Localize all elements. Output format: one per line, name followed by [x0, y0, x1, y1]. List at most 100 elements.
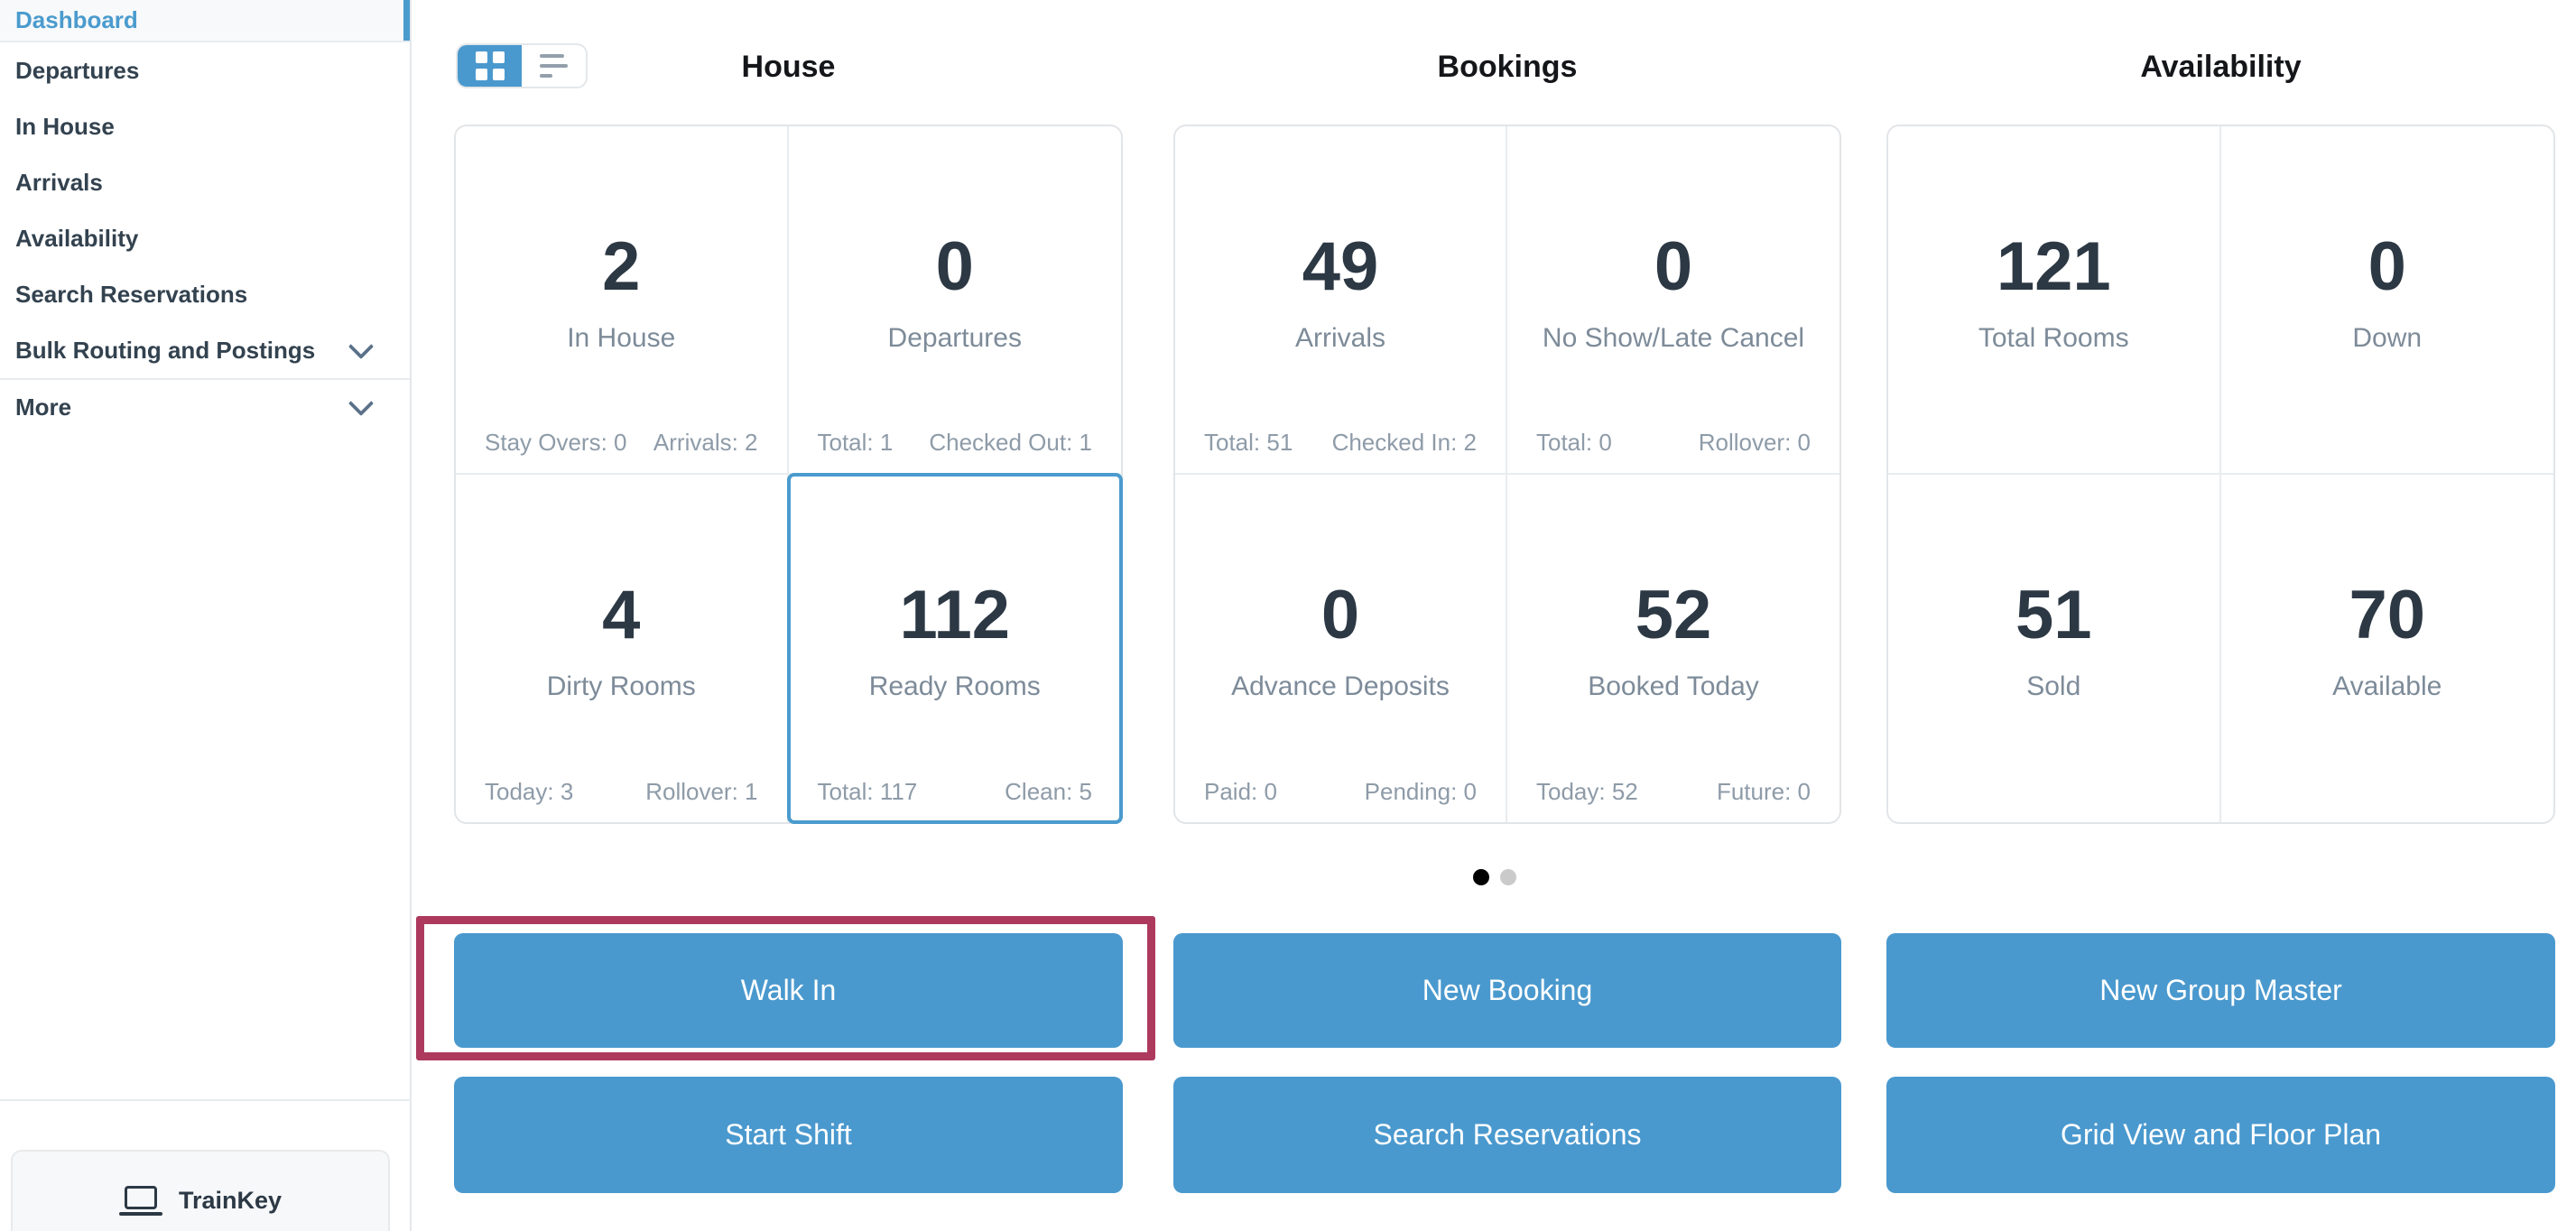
sidebar-item-search-reservations[interactable]: Search Reservations — [0, 266, 410, 322]
card-stat-right: Arrivals: 2 — [653, 428, 758, 456]
sidebar-item-bulk-routing-and-postings[interactable]: Bulk Routing and Postings — [0, 322, 410, 378]
sidebar-item-label: Bulk Routing and Postings — [15, 336, 316, 364]
start-shift-button[interactable]: Start Shift — [454, 1077, 1123, 1193]
chevron-down-icon — [347, 390, 375, 417]
card-label: Booked Today — [1588, 671, 1759, 701]
sidebar-item-departures[interactable]: Departures — [0, 42, 410, 98]
walk-in-button[interactable]: Walk In — [454, 933, 1123, 1048]
grid-view-button[interactable] — [458, 45, 522, 87]
card-label: Ready Rooms — [868, 671, 1041, 701]
card-value: 0 — [1320, 576, 1360, 653]
card-advance-deposits[interactable]: 0 Advance Deposits Paid: 0 Pending: 0 — [1175, 474, 1507, 822]
sidebar-item-dashboard[interactable]: Dashboard — [0, 0, 410, 42]
sidebar-item-availability[interactable]: Availability — [0, 210, 410, 266]
card-stat-right: Checked In: 2 — [1331, 428, 1477, 456]
card-footer: Stay Overs: 0 Arrivals: 2 — [485, 429, 758, 457]
card-stat-left: Total: 1 — [817, 428, 894, 456]
card-stat-right: Checked Out: 1 — [929, 428, 1092, 456]
card-label: Arrivals — [1294, 323, 1385, 353]
card-booked-today[interactable]: 52 Booked Today Today: 52 Future: 0 — [1507, 475, 1839, 823]
card-sold[interactable]: 51 Sold — [1888, 474, 2221, 822]
sidebar-item-more[interactable]: More — [0, 378, 410, 434]
card-stat-left: Stay Overs: 0 — [485, 428, 627, 456]
card-value: 112 — [899, 576, 1011, 653]
card-label: No Show/Late Cancel — [1542, 323, 1805, 353]
card-stat-right: Clean: 5 — [1005, 778, 1092, 805]
sidebar-item-label: Dashboard — [15, 6, 138, 33]
chevron-down-icon — [347, 333, 375, 360]
card-value: 4 — [602, 576, 641, 653]
sidebar: Dashboard Departures In House Arrivals A… — [0, 0, 412, 1231]
card-value: 121 — [1996, 228, 2111, 305]
card-departures[interactable]: 0 Departures Total: 1 Checked Out: 1 — [788, 126, 1121, 475]
card-stat-right: Rollover: 1 — [645, 778, 758, 805]
card-value: 2 — [602, 228, 641, 305]
card-value: 52 — [1635, 576, 1712, 653]
card-footer: Today: 3 Rollover: 1 — [485, 778, 758, 806]
card-label: Down — [2352, 323, 2423, 353]
card-label: Departures — [887, 323, 1022, 353]
card-stat-right: Pending: 0 — [1364, 778, 1477, 805]
laptop-icon — [118, 1185, 162, 1216]
card-stat-right: Rollover: 0 — [1698, 428, 1811, 456]
card-in-house[interactable]: 2 In House Stay Overs: 0 Arrivals: 2 — [456, 126, 789, 475]
card-stat-right: Future: 0 — [1716, 778, 1811, 805]
card-footer: Total: 117 Clean: 5 — [818, 778, 1093, 806]
card-footer: Total: 0 Rollover: 0 — [1536, 429, 1811, 457]
carousel-dots — [1473, 869, 1516, 885]
sidebar-item-label: More — [15, 393, 72, 421]
card-value: 0 — [935, 228, 974, 305]
card-label: Dirty Rooms — [546, 671, 696, 701]
card-total-rooms[interactable]: 121 Total Rooms — [1888, 126, 2221, 475]
card-stat-left: Today: 3 — [485, 778, 574, 805]
sidebar-item-label: In House — [15, 112, 115, 140]
sidebar-item-label: Departures — [15, 56, 140, 84]
carousel-dot-active[interactable] — [1473, 869, 1489, 885]
sidebar-item-arrivals[interactable]: Arrivals — [0, 154, 410, 210]
card-value: 49 — [1302, 228, 1379, 305]
card-stat-left: Today: 52 — [1536, 778, 1638, 805]
grid-view-icon — [475, 51, 505, 80]
section-title-availability: Availability — [2140, 50, 2302, 84]
trainkey-label: TrainKey — [178, 1186, 283, 1214]
section-title-bookings: Bookings — [1437, 50, 1578, 84]
new-group-master-button[interactable]: New Group Master — [1886, 933, 2555, 1048]
card-arrivals[interactable]: 49 Arrivals Total: 51 Checked In: 2 — [1175, 126, 1507, 475]
trainkey-button[interactable]: TrainKey — [11, 1150, 390, 1231]
card-no-show-late-cancel[interactable]: 0 No Show/Late Cancel Total: 0 Rollover:… — [1507, 126, 1839, 475]
card-footer: Total: 51 Checked In: 2 — [1204, 429, 1477, 457]
card-available[interactable]: 70 Available — [2221, 475, 2554, 823]
card-stat-left: Total: 117 — [817, 778, 918, 805]
list-view-button[interactable] — [522, 45, 586, 87]
new-booking-button[interactable]: New Booking — [1173, 933, 1841, 1048]
view-toggle — [456, 43, 588, 88]
sidebar-item-in-house[interactable]: In House — [0, 98, 410, 154]
card-ready-rooms-selected[interactable]: 112 Ready Rooms Total: 117 Clean: 5 — [786, 472, 1123, 824]
card-stat-left: Paid: 0 — [1204, 778, 1277, 805]
card-value: 0 — [1654, 228, 1693, 305]
grid-view-floor-plan-button[interactable]: Grid View and Floor Plan — [1886, 1077, 2555, 1193]
card-label: In House — [567, 323, 676, 353]
active-indicator-bar — [403, 0, 410, 41]
card-stat-left: Total: 51 — [1204, 428, 1293, 456]
sidebar-footer-divider — [0, 1099, 412, 1101]
card-value: 51 — [2015, 576, 2092, 653]
card-label: Sold — [2026, 671, 2081, 701]
sidebar-item-label: Search Reservations — [15, 280, 248, 308]
list-view-icon — [540, 54, 568, 78]
bookings-panel: 49 Arrivals Total: 51 Checked In: 2 0 No… — [1173, 125, 1841, 824]
section-title-house: House — [741, 50, 836, 84]
availability-panel: 121 Total Rooms 0 Down 51 Sold 70 Availa… — [1886, 125, 2555, 824]
card-down[interactable]: 0 Down — [2220, 126, 2553, 475]
card-label: Available — [2332, 671, 2442, 701]
card-label: Advance Deposits — [1231, 671, 1450, 701]
card-label: Total Rooms — [1978, 323, 2129, 353]
sidebar-item-label: Arrivals — [15, 168, 103, 196]
card-value: 70 — [2349, 576, 2426, 653]
card-footer: Today: 52 Future: 0 — [1536, 778, 1811, 806]
search-reservations-button[interactable]: Search Reservations — [1173, 1077, 1841, 1193]
carousel-dot-inactive[interactable] — [1500, 869, 1516, 885]
card-dirty-rooms[interactable]: 4 Dirty Rooms Today: 3 Rollover: 1 — [456, 474, 789, 822]
card-footer: Total: 1 Checked Out: 1 — [818, 429, 1093, 457]
